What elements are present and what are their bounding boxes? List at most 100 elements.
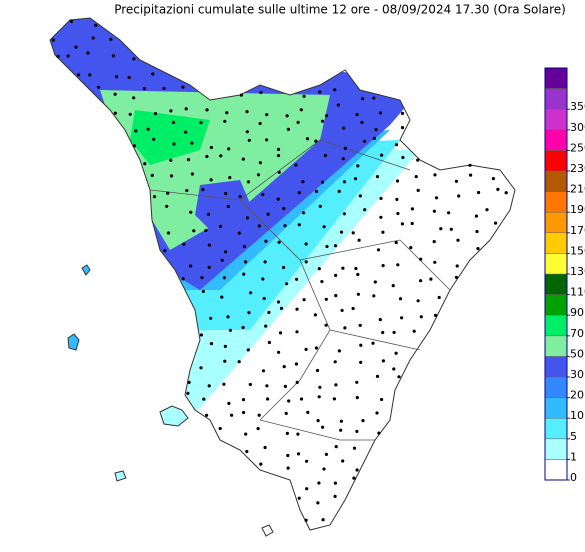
station — [228, 176, 232, 180]
station — [304, 260, 308, 264]
station — [454, 179, 458, 183]
station — [259, 90, 263, 95]
station — [396, 211, 400, 216]
station — [169, 174, 174, 178]
station — [142, 87, 146, 91]
station — [88, 73, 92, 77]
station — [190, 141, 194, 145]
station — [206, 212, 210, 216]
station — [375, 374, 380, 378]
station — [244, 432, 248, 436]
station — [321, 518, 325, 522]
station — [334, 383, 338, 387]
station — [314, 189, 319, 193]
station — [325, 244, 329, 249]
station — [355, 429, 359, 433]
station — [372, 96, 376, 100]
station — [261, 192, 265, 197]
station — [263, 260, 267, 264]
station — [475, 229, 479, 234]
station — [209, 342, 214, 346]
station — [414, 175, 418, 179]
station — [419, 257, 423, 261]
station — [209, 316, 213, 320]
legend-tick-label: 230 — [570, 162, 585, 175]
station — [266, 397, 270, 401]
station — [416, 188, 420, 192]
station — [171, 120, 176, 124]
station — [201, 188, 205, 192]
station — [316, 419, 320, 423]
legend-swatch — [544, 417, 568, 440]
station — [207, 384, 211, 388]
station — [379, 215, 383, 219]
station — [277, 350, 281, 354]
station — [320, 119, 325, 123]
station — [151, 72, 155, 76]
station — [245, 216, 250, 220]
station — [341, 157, 345, 161]
station — [109, 37, 113, 42]
station — [222, 276, 226, 280]
map-title: Precipitazioni cumulate sulle ultime 12 … — [114, 3, 566, 17]
legend-swatch — [544, 356, 568, 378]
station — [357, 238, 361, 242]
station — [419, 279, 423, 283]
station — [263, 445, 267, 450]
station — [202, 397, 206, 401]
station — [377, 431, 381, 435]
station — [400, 126, 405, 130]
station — [286, 466, 290, 470]
station — [286, 453, 290, 458]
station — [113, 111, 117, 115]
station — [361, 97, 365, 101]
station — [200, 276, 204, 280]
legend-tick-label: 30 — [570, 368, 584, 381]
station — [245, 110, 249, 114]
legend-swatch — [544, 129, 568, 151]
station — [258, 161, 262, 165]
station — [184, 130, 188, 134]
legend-tick-label: 250 — [570, 141, 585, 154]
station — [219, 224, 223, 228]
station — [257, 224, 261, 228]
station — [400, 222, 404, 226]
station — [432, 209, 436, 213]
legend-tick-label: 210 — [570, 183, 585, 196]
station — [143, 162, 147, 166]
station — [185, 188, 189, 193]
station — [315, 368, 320, 373]
station — [257, 413, 261, 417]
station — [190, 172, 194, 176]
station — [412, 329, 416, 333]
station — [152, 195, 157, 199]
station — [476, 247, 480, 251]
station — [127, 75, 131, 80]
station — [199, 121, 203, 125]
station — [358, 194, 362, 198]
station — [302, 94, 306, 98]
station — [228, 328, 232, 332]
station — [351, 231, 355, 235]
station — [285, 114, 289, 118]
station — [111, 54, 115, 58]
station — [341, 459, 345, 463]
station — [339, 230, 344, 234]
station — [333, 88, 337, 92]
station — [392, 367, 396, 371]
legend-swatch — [544, 211, 568, 234]
station — [276, 197, 280, 201]
station — [205, 108, 209, 112]
station — [433, 260, 437, 264]
station — [265, 113, 269, 117]
legend-tick-label: 300 — [570, 121, 585, 134]
station — [162, 86, 166, 90]
station — [282, 265, 286, 270]
station — [373, 280, 377, 284]
station — [205, 154, 209, 159]
station — [409, 246, 413, 250]
station — [261, 369, 266, 373]
station — [416, 158, 420, 162]
station — [132, 144, 137, 148]
station — [339, 428, 343, 432]
